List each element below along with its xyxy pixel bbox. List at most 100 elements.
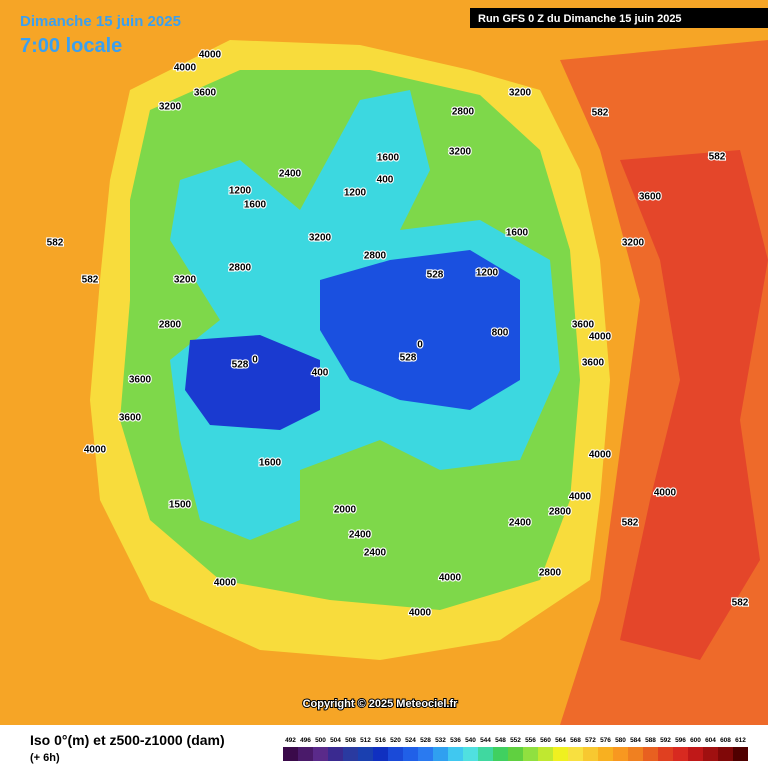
- scale-swatch: [343, 747, 358, 761]
- footer-lead: (+ 6h): [30, 752, 60, 764]
- contour-label: 400: [377, 175, 394, 186]
- scale-label: 572: [585, 737, 596, 744]
- scale-label: 576: [600, 737, 611, 744]
- contour-label: 400: [312, 368, 329, 379]
- scale-swatch: [388, 747, 403, 761]
- scale-swatch: [463, 747, 478, 761]
- scale-label: 588: [645, 737, 656, 744]
- scale-label: 608: [720, 737, 731, 744]
- scale-swatch: [643, 747, 658, 761]
- scale-swatch: [358, 747, 373, 761]
- contour-label: 0: [417, 340, 423, 351]
- contour-label: 1600: [244, 200, 267, 211]
- contour-label: 4000: [589, 332, 612, 343]
- scale-swatch: [328, 747, 343, 761]
- contour-label: 3600: [639, 192, 662, 203]
- footer-title: Iso 0°(m) et z500-z1000 (dam): [30, 732, 225, 748]
- scale-swatch: [733, 747, 748, 761]
- scale-label: 584: [630, 737, 641, 744]
- scale-label: 496: [300, 737, 311, 744]
- contour-label: 3600: [572, 320, 595, 331]
- scale-label: 556: [525, 737, 536, 744]
- contour-label: 528: [400, 353, 417, 364]
- scale-swatch: [283, 747, 298, 761]
- scale-swatch: [583, 747, 598, 761]
- scale-label: 492: [285, 737, 296, 744]
- scale-swatch: [568, 747, 583, 761]
- scale-swatch: [718, 747, 733, 761]
- contour-label: 2800: [229, 263, 252, 274]
- contour-label: 3600: [582, 358, 605, 369]
- contour-label: 3200: [449, 147, 472, 158]
- scale-swatch: [538, 747, 553, 761]
- run-banner: [470, 8, 768, 28]
- hot-area: [620, 150, 768, 660]
- scale-label: 600: [690, 737, 701, 744]
- scale-swatch: [658, 747, 673, 761]
- contour-label: 582: [622, 518, 639, 529]
- contour-label: 4000: [409, 608, 432, 619]
- scale-label: 568: [570, 737, 581, 744]
- scale-label: 528: [420, 737, 431, 744]
- contour-label: 800: [492, 328, 509, 339]
- run-info: Run GFS 0 Z du Dimanche 15 juin 2025: [478, 13, 682, 25]
- contour-label: 528: [232, 360, 249, 371]
- scale-swatch: [688, 747, 703, 761]
- scale-label: 508: [345, 737, 356, 744]
- scale-label: 532: [435, 737, 446, 744]
- contour-label: 2400: [349, 530, 372, 541]
- date: Dimanche 15 juin 2025: [20, 13, 181, 30]
- contour-label: 4000: [174, 63, 197, 74]
- scale-label: 520: [390, 737, 401, 744]
- scale-swatch: [598, 747, 613, 761]
- contour-label: 1600: [259, 458, 282, 469]
- contour-label: 4000: [654, 488, 677, 499]
- local-time: 7:00 locale: [20, 35, 122, 57]
- scale-swatch: [613, 747, 628, 761]
- scale-label: 544: [480, 737, 491, 744]
- contour-label: 2800: [364, 251, 387, 262]
- contour-label: 582: [47, 238, 64, 249]
- contour-label: 2400: [509, 518, 532, 529]
- contour-label: 4000: [569, 492, 592, 503]
- contour-label: 2400: [364, 548, 387, 559]
- contour-label: 3200: [174, 275, 197, 286]
- scale-label: 536: [450, 737, 461, 744]
- contour-label: 2800: [452, 107, 475, 118]
- contour-label: 582: [732, 598, 749, 609]
- scale-swatch: [553, 747, 568, 761]
- scale-swatch: [418, 747, 433, 761]
- contour-label: 1200: [344, 188, 367, 199]
- color-scale: 492 496 500 504 508 512 516 520 524 528 532 536 540 5…: [283, 737, 748, 761]
- contour-label: 3600: [129, 375, 152, 386]
- contour-label: 3200: [309, 233, 332, 244]
- scale-label: 596: [675, 737, 686, 744]
- scale-label: 604: [705, 737, 716, 744]
- contour-label: 1200: [229, 186, 252, 197]
- scale-label: 548: [495, 737, 506, 744]
- copyright: Copyright © 2025 Meteociel.fr: [303, 698, 459, 710]
- contour-label: 3200: [622, 238, 645, 249]
- contour-label: 3200: [159, 102, 182, 113]
- contour-label: 528: [427, 270, 444, 281]
- scale-swatch: [298, 747, 313, 761]
- scale-swatch: [673, 747, 688, 761]
- scale-label: 516: [375, 737, 386, 744]
- contour-label: 2800: [159, 320, 182, 331]
- cold-core-2: [320, 250, 520, 410]
- contour-label: 2800: [549, 507, 572, 518]
- scale-swatch: [373, 747, 388, 761]
- scale-swatch: [508, 747, 523, 761]
- contour-label: 1500: [169, 500, 192, 511]
- scale-swatch: [628, 747, 643, 761]
- contour-label: 2400: [279, 169, 302, 180]
- scale-label: 552: [510, 737, 521, 744]
- scale-label: 504: [330, 737, 341, 744]
- contour-labels: 4000400036003200120016002400280032002800…: [46, 49, 750, 620]
- contour-label: 1600: [506, 228, 529, 239]
- scale-label: 580: [615, 737, 626, 744]
- contour-label: 4000: [439, 573, 462, 584]
- contour-label: 3600: [119, 413, 142, 424]
- scale-label: 592: [660, 737, 671, 744]
